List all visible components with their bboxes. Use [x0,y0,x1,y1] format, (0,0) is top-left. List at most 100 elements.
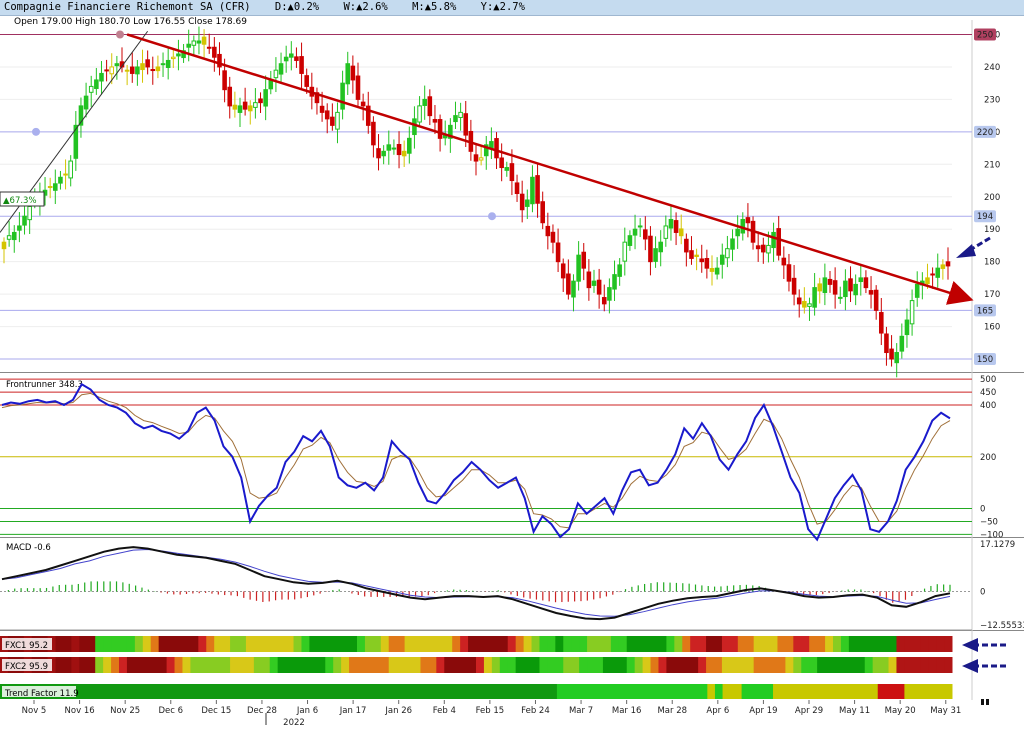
price-candle [17,225,22,231]
fxc2-cell [634,657,644,673]
price-candle [258,98,263,104]
trend-annotation-box [0,191,45,207]
fxc2-cell [785,657,794,673]
company-name: Compagnie Financiere Richemont SA (CFR) [4,1,251,13]
annotation-arrow-head [956,244,976,258]
frontrunner-signal-line [1,392,951,529]
title-bar: Compagnie Financiere Richemont SA (CFR) … [0,0,1024,16]
price-candle [714,267,720,275]
fxc1-cell [515,636,525,652]
price-candle [73,124,79,159]
price-candle [632,228,638,236]
fxc2-cell [111,657,120,673]
price-level-label: 165 [977,306,993,316]
price-candle [889,348,894,360]
fxc1-cell [840,636,850,652]
price-candle [807,303,812,307]
price-candle [135,66,140,75]
fxc1-cell [468,636,477,652]
fxc2-cell [539,657,548,673]
price-candle [196,40,202,44]
fxc1-cell [428,636,437,652]
fxc1-cell [785,636,794,652]
price-candle [53,183,58,191]
price-candle [658,241,663,253]
fxc1-cell [706,636,715,652]
price-candle [129,66,135,74]
fxc1-cell [587,636,596,652]
fxc1-cell [721,636,731,652]
price-candle [863,277,869,289]
fxc1-cell [452,636,461,652]
fxc1-cell [856,636,866,652]
fxc1-cell [396,636,406,652]
fxc2-cell [595,657,604,673]
fxc2-cell [618,657,628,673]
price-candle [555,242,561,263]
price-candle [217,53,222,68]
price-candle [648,235,653,263]
price-candle [391,147,397,150]
price-candle [822,277,828,294]
x-axis-label: Dec 6 [158,706,183,716]
price-tick-label: 170 [984,290,1000,300]
fxc1-cell [119,636,128,652]
price-candle [176,53,181,57]
price-candle [843,280,848,298]
price-level-label: 194 [977,212,993,222]
fxc1-cell [801,636,810,652]
price-candle [124,69,130,72]
price-candle [83,95,89,110]
fxc2-cell [737,657,747,673]
fxc2-cell [285,657,295,673]
fxc2-cell [872,657,882,673]
fxc2-cell [888,657,897,673]
fxc2-cell [269,657,279,673]
macd-tick-bottom: −12.55533 [980,621,1024,631]
frontrunner-level-label: 400 [980,401,996,411]
price-candle [612,274,617,290]
fxc1-cell [714,636,723,652]
fxc1-cell [436,636,445,652]
fxc1-cell [269,636,279,652]
fxc1-cell [245,636,255,652]
price-candle [519,193,525,211]
price-candle [596,279,602,295]
fxc1-cell [690,636,699,652]
fxc1-cell [825,636,834,652]
price-candle [99,72,104,82]
fxc2-cell [563,657,572,673]
fxc2-cell [452,657,461,673]
price-candle [104,69,109,72]
price-candle [47,186,53,189]
fxc1-cell [904,636,913,652]
fxc2-cell [293,657,302,673]
macd-signal-line [1,548,951,617]
macd-tick-top: 17.1279 [980,540,1015,550]
level-marker-dot [116,30,124,39]
trend-factor-segment [0,684,558,699]
fxc1-cell [293,636,302,652]
frontrunner-level-label: −100 [980,530,1003,540]
fxc1-cell [761,636,771,652]
fxc1-cell [63,636,72,652]
fxc2-cell [920,657,929,673]
price-candle [145,59,150,68]
fxc2-cell [198,657,207,673]
x-axis-label: Feb 4 [433,706,456,716]
fxc2-cell [476,657,485,673]
price-candle [781,257,787,266]
fxc1-cell [158,636,168,652]
price-tick-label: 210 [984,160,1000,170]
fxc1-cell [729,636,739,652]
fxc2-cell [491,657,501,673]
fxc2-cell [769,657,778,673]
fxc2-cell [174,657,183,673]
trend-factor-segment [877,684,905,699]
fxc2-cell [341,657,350,673]
fxc1-cell [650,636,659,652]
price-candle [566,273,571,295]
fxc1-cell [745,636,755,652]
price-candle [643,229,648,240]
